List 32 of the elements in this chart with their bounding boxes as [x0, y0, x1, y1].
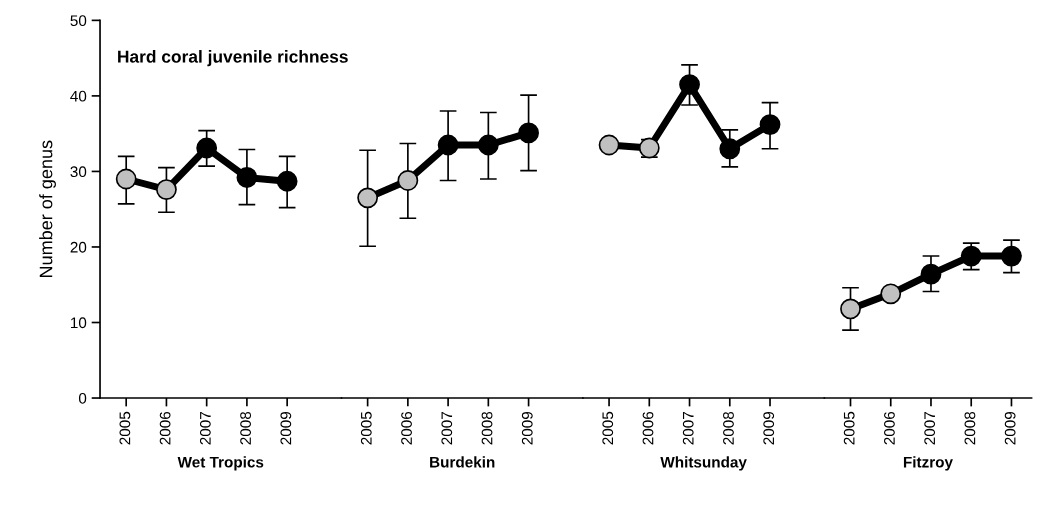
y-tick-label: 30	[70, 166, 87, 178]
x-tick-label: 2006	[401, 411, 412, 445]
x-tick-label: 2006	[642, 411, 654, 445]
x-tick-label: 2007	[199, 412, 211, 445]
y-tick-label: 10	[71, 317, 87, 329]
x-tick-label: 2007	[924, 412, 936, 445]
x-tick-label: 2009	[521, 411, 533, 445]
x-axis-title: Burdekin	[430, 456, 495, 468]
x-tick-label: 2006	[884, 411, 895, 445]
x-tick-label: 2008	[723, 411, 734, 445]
y-tick-label: 0	[78, 392, 87, 404]
x-tick-label: 2008	[964, 411, 976, 445]
y-axis-title: Number of genus	[39, 140, 56, 277]
x-tick-label: 2009	[763, 411, 775, 445]
text: Hard coral juvenile richness	[118, 50, 348, 67]
x-tick-label: 2007	[441, 412, 453, 445]
x-tick-label: 2005	[360, 411, 372, 445]
x-tick-label: 2009	[280, 411, 292, 445]
x-tick-label: 2007	[682, 412, 694, 445]
x-tick-label: 2005	[119, 411, 131, 445]
x-tick-label: 2005	[602, 411, 614, 445]
x-axis-title: Fitzroy	[903, 456, 953, 471]
x-axis-title: Whitsunday	[660, 456, 747, 471]
y-tick-label: 50	[70, 15, 87, 27]
y-tick-label: 40	[70, 90, 87, 102]
x-tick-label: 2009	[1004, 411, 1016, 445]
x-axis-title: Wet Tropics	[177, 456, 264, 471]
x-tick-label: 2008	[240, 411, 252, 445]
x-tick-label: 2006	[159, 411, 171, 445]
x-tick-label: 2008	[481, 411, 493, 445]
y-tick-label: 20	[70, 241, 87, 253]
x-tick-label: 2005	[843, 411, 855, 445]
